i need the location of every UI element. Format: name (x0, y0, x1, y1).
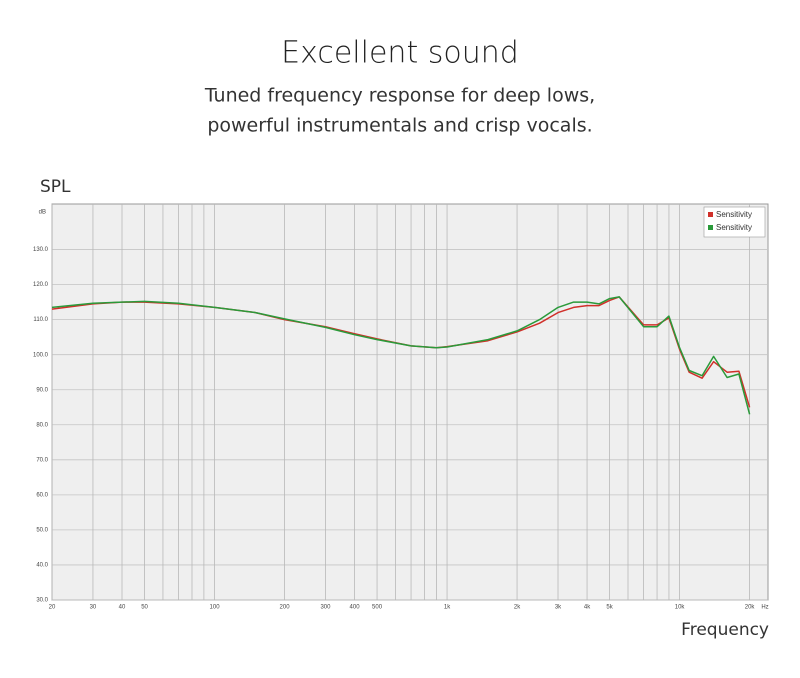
y-tick-label: 100.0 (33, 352, 49, 358)
x-tick-label: 30 (90, 605, 97, 611)
subtitle: Tuned frequency response for deep lows, (204, 85, 595, 107)
series-line (51, 296, 751, 415)
y-tick-label: 90.0 (36, 387, 48, 393)
legend-label: Sensitivity (716, 223, 752, 232)
x-tick-label: 2k (514, 605, 521, 611)
y-tick-label: 50.0 (36, 527, 48, 533)
x-tick-label: 500 (372, 605, 383, 611)
x-tick-label: 300 (320, 605, 331, 611)
x-tick-label: 20 (49, 605, 56, 611)
x-tick-label: 1k (444, 605, 451, 611)
x-tick-label: 3k (555, 605, 562, 611)
y-tick-label: 60.0 (36, 492, 48, 498)
y-tick-label: 80.0 (36, 422, 48, 428)
chart-title: Excellent sound (281, 36, 519, 71)
y-tick-label: 130.0 (33, 247, 49, 253)
x-tick-label: 400 (350, 605, 361, 611)
x-unit: Hz (761, 605, 768, 611)
legend-swatch (708, 225, 713, 230)
legend-box (703, 206, 766, 238)
x-axis-label: Frequency (681, 620, 769, 640)
x-tick-label: 200 (280, 605, 291, 611)
x-tick-label: 4k (584, 605, 591, 611)
x-tick-label: 10k (675, 605, 686, 611)
legend-swatch (708, 212, 713, 217)
subtitle: powerful instrumentals and crisp vocals. (207, 115, 592, 137)
legend-label: Sensitivity (716, 210, 752, 219)
x-tick-label: 40 (119, 605, 126, 611)
y-tick-label: 120.0 (33, 282, 49, 288)
x-tick-label: 100 (210, 605, 221, 611)
x-tick-label: 50 (141, 605, 148, 611)
x-tick-label: 5k (606, 605, 613, 611)
y-unit: dB (39, 210, 46, 216)
y-tick-label: 30.0 (36, 598, 48, 604)
plot-area (51, 203, 769, 601)
y-axis-label: SPL (40, 177, 71, 197)
y-tick-label: 110.0 (33, 317, 48, 323)
y-tick-label: 40.0 (36, 563, 48, 569)
y-tick-label: 70.0 (36, 457, 48, 463)
x-tick-label: 20k (745, 605, 756, 611)
